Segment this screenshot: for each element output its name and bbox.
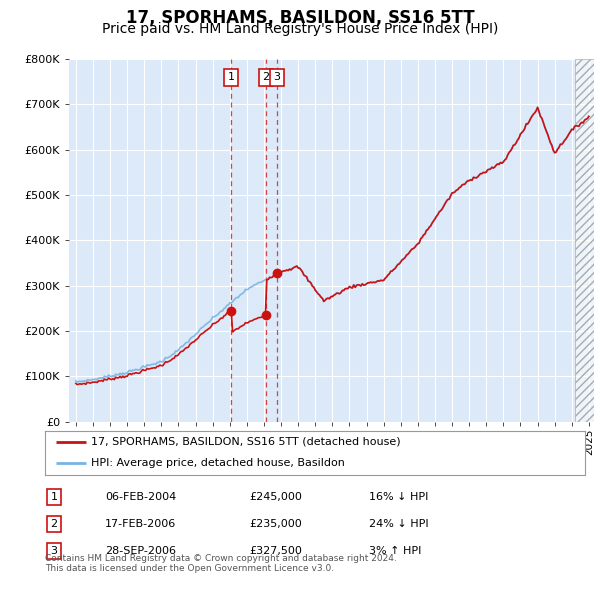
Text: 2: 2 — [262, 72, 269, 82]
Text: 06-FEB-2004: 06-FEB-2004 — [105, 492, 176, 502]
Text: £235,000: £235,000 — [249, 519, 302, 529]
Text: Price paid vs. HM Land Registry's House Price Index (HPI): Price paid vs. HM Land Registry's House … — [102, 22, 498, 37]
Text: Contains HM Land Registry data © Crown copyright and database right 2024.
This d: Contains HM Land Registry data © Crown c… — [45, 554, 397, 573]
Text: 1: 1 — [50, 492, 58, 502]
Bar — [575, 59, 594, 422]
Text: 3% ↑ HPI: 3% ↑ HPI — [369, 546, 421, 556]
Bar — [575, 59, 594, 422]
Text: 17, SPORHAMS, BASILDON, SS16 5TT: 17, SPORHAMS, BASILDON, SS16 5TT — [125, 9, 475, 27]
Text: 28-SEP-2006: 28-SEP-2006 — [105, 546, 176, 556]
Text: 17-FEB-2006: 17-FEB-2006 — [105, 519, 176, 529]
Text: HPI: Average price, detached house, Basildon: HPI: Average price, detached house, Basi… — [91, 458, 345, 467]
Text: 17, SPORHAMS, BASILDON, SS16 5TT (detached house): 17, SPORHAMS, BASILDON, SS16 5TT (detach… — [91, 437, 401, 447]
Text: 24% ↓ HPI: 24% ↓ HPI — [369, 519, 428, 529]
Text: 3: 3 — [273, 72, 280, 82]
Text: 1: 1 — [228, 72, 235, 82]
Text: £327,500: £327,500 — [249, 546, 302, 556]
Text: 3: 3 — [50, 546, 58, 556]
Text: 2: 2 — [50, 519, 58, 529]
Text: 16% ↓ HPI: 16% ↓ HPI — [369, 492, 428, 502]
Text: £245,000: £245,000 — [249, 492, 302, 502]
